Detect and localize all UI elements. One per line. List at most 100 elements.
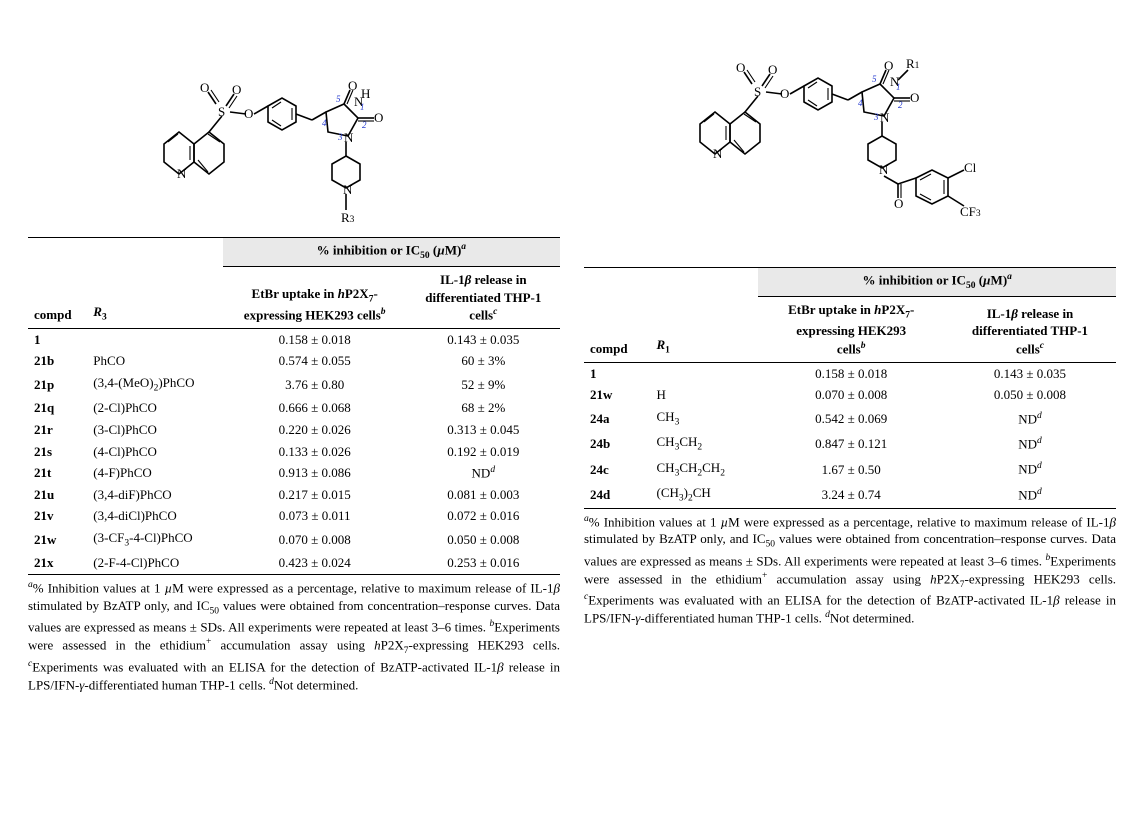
right-structure: N S O O O xyxy=(584,24,1116,259)
left-group-header: % inhibition or IC50 (µM)a xyxy=(223,238,560,267)
svg-text:O: O xyxy=(374,110,383,125)
svg-text:O: O xyxy=(768,62,777,77)
svg-text:N: N xyxy=(713,146,723,161)
left-column: N S O O O xyxy=(28,24,560,707)
cell-v1: 0.217 ± 0.015 xyxy=(223,484,407,506)
cell-r: CH3CH2CH2 xyxy=(651,457,759,482)
right-col-v1: EtBr uptake in hP2X7-expressing HEK293ce… xyxy=(758,296,944,362)
svg-text:O: O xyxy=(348,78,357,93)
cell-r: (3,4-diF)PhCO xyxy=(87,484,222,506)
table-row: 21p(3,4-(MeO)2)PhCO3.76 ± 0.8052 ± 9% xyxy=(28,372,560,397)
table-row: 21x(2-F-4-Cl)PhCO0.423 ± 0.0240.253 ± 0.… xyxy=(28,552,560,574)
cell-compd: 24b xyxy=(584,431,651,456)
cell-v1: 0.070 ± 0.008 xyxy=(223,527,407,552)
svg-text:R3: R3 xyxy=(341,210,355,224)
right-group-header: % inhibition or IC50 (µM)a xyxy=(758,268,1116,297)
cell-compd: 1 xyxy=(28,328,87,350)
cell-r: (4-Cl)PhCO xyxy=(87,441,222,463)
cell-r: (2-F-4-Cl)PhCO xyxy=(87,552,222,574)
table-row: 21w(3-CF3-4-Cl)PhCO0.070 ± 0.0080.050 ± … xyxy=(28,527,560,552)
svg-text:N: N xyxy=(177,166,187,181)
cell-v1: 0.847 ± 0.121 xyxy=(758,431,944,456)
right-col-compd: compd xyxy=(584,296,651,362)
table-row: 24aCH30.542 ± 0.069NDd xyxy=(584,406,1116,431)
cell-v2: 0.143 ± 0.035 xyxy=(944,362,1116,384)
left-col-compd: compd xyxy=(28,266,87,328)
cell-v1: 0.158 ± 0.018 xyxy=(223,328,407,350)
left-col-v1: EtBr uptake in hP2X7-expressing HEK293 c… xyxy=(223,266,407,328)
cell-v2: 60 ± 3% xyxy=(407,350,560,372)
page-root: N S O O O xyxy=(28,24,1116,707)
cell-v1: 3.76 ± 0.80 xyxy=(223,372,407,397)
cell-r: CH3CH2 xyxy=(651,431,759,456)
svg-text:3: 3 xyxy=(337,132,343,142)
table-row: 21v(3,4-diCl)PhCO0.073 ± 0.0110.072 ± 0.… xyxy=(28,505,560,527)
cell-r: H xyxy=(651,384,759,406)
svg-text:O: O xyxy=(244,106,253,121)
cell-compd: 21s xyxy=(28,441,87,463)
cell-compd: 24d xyxy=(584,482,651,508)
table-row: 1 0.158 ± 0.0180.143 ± 0.035 xyxy=(28,328,560,350)
cell-v1: 0.423 ± 0.024 xyxy=(223,552,407,574)
cell-v1: 0.574 ± 0.055 xyxy=(223,350,407,372)
svg-text:O: O xyxy=(232,82,241,97)
right-table: % inhibition or IC50 (µM)a compd R1 EtBr… xyxy=(584,267,1116,508)
table-row: 21q(2-Cl)PhCO0.666 ± 0.06868 ± 2% xyxy=(28,397,560,419)
cell-v1: 0.220 ± 0.026 xyxy=(223,419,407,441)
cell-v1: 1.67 ± 0.50 xyxy=(758,457,944,482)
cell-compd: 21u xyxy=(28,484,87,506)
svg-text:4: 4 xyxy=(322,118,327,128)
svg-text:1: 1 xyxy=(896,82,901,92)
right-structure-svg: N S O O O xyxy=(680,24,1020,254)
cell-r xyxy=(87,328,222,350)
svg-text:H: H xyxy=(361,86,370,101)
table-row: 21bPhCO0.574 ± 0.05560 ± 3% xyxy=(28,350,560,372)
cell-compd: 21t xyxy=(28,462,87,484)
svg-text:R1: R1 xyxy=(906,56,920,71)
cell-v2: 0.143 ± 0.035 xyxy=(407,328,560,350)
cell-v2: NDd xyxy=(944,457,1116,482)
cell-compd: 1 xyxy=(584,362,651,384)
cell-v1: 0.158 ± 0.018 xyxy=(758,362,944,384)
cell-compd: 21r xyxy=(28,419,87,441)
cell-v2: 0.313 ± 0.045 xyxy=(407,419,560,441)
cell-r: PhCO xyxy=(87,350,222,372)
svg-text:O: O xyxy=(884,58,893,73)
left-table-body: 10.158 ± 0.0180.143 ± 0.03521bPhCO0.574 … xyxy=(28,328,560,574)
cell-v2: 0.050 ± 0.008 xyxy=(944,384,1116,406)
svg-text:N: N xyxy=(879,162,889,177)
left-structure: N S O O O xyxy=(28,24,560,229)
cell-v2: 0.253 ± 0.016 xyxy=(407,552,560,574)
svg-text:3: 3 xyxy=(873,112,879,122)
left-footnote: a% Inhibition values at 1 µM were expres… xyxy=(28,579,560,694)
cell-r: (4-F)PhCO xyxy=(87,462,222,484)
cell-compd: 21x xyxy=(28,552,87,574)
table-row: 24bCH3CH20.847 ± 0.121NDd xyxy=(584,431,1116,456)
table-row: 21r(3-Cl)PhCO0.220 ± 0.0260.313 ± 0.045 xyxy=(28,419,560,441)
right-column: N S O O O xyxy=(584,24,1116,707)
cell-v1: 0.073 ± 0.011 xyxy=(223,505,407,527)
cell-r: (3-CF3-4-Cl)PhCO xyxy=(87,527,222,552)
table-row: 1 0.158 ± 0.0180.143 ± 0.035 xyxy=(584,362,1116,384)
cell-v1: 0.913 ± 0.086 xyxy=(223,462,407,484)
svg-text:O: O xyxy=(736,60,745,75)
cell-v2: 0.081 ± 0.003 xyxy=(407,484,560,506)
cell-compd: 21b xyxy=(28,350,87,372)
left-col-v2: IL-1β release indifferentiated THP-1cell… xyxy=(407,266,560,328)
left-table: % inhibition or IC50 (µM)a compd R3 EtBr… xyxy=(28,237,560,575)
cell-compd: 21v xyxy=(28,505,87,527)
table-row: 21wH0.070 ± 0.0080.050 ± 0.008 xyxy=(584,384,1116,406)
svg-text:S: S xyxy=(218,104,225,119)
right-col-r: R1 xyxy=(651,296,759,362)
cell-r xyxy=(651,362,759,384)
cell-compd: 21q xyxy=(28,397,87,419)
svg-text:1: 1 xyxy=(360,102,365,112)
svg-text:2: 2 xyxy=(898,100,903,110)
cell-compd: 24a xyxy=(584,406,651,431)
cell-v2: NDd xyxy=(407,462,560,484)
svg-text:S: S xyxy=(754,84,761,99)
left-col-r: R3 xyxy=(87,266,222,328)
table-row: 21s(4-Cl)PhCO0.133 ± 0.0260.192 ± 0.019 xyxy=(28,441,560,463)
svg-text:2: 2 xyxy=(362,120,367,130)
cell-r: (3-Cl)PhCO xyxy=(87,419,222,441)
